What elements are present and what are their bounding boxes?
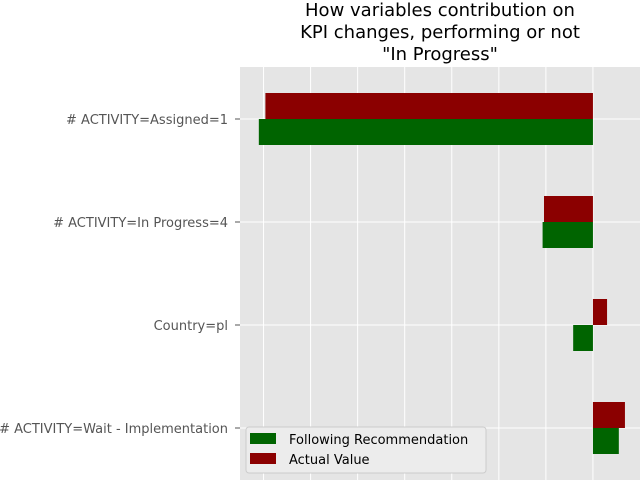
y-tick-labels: # ACTIVITY=Assigned=1 # ACTIVITY=In Progr… bbox=[0, 113, 240, 437]
bar-following-recommendation bbox=[592, 428, 619, 454]
chart-title-line: KPI changes, performing or not bbox=[300, 22, 580, 43]
bar-actual-value bbox=[592, 299, 608, 325]
bars bbox=[258, 93, 625, 454]
bar-actual-value bbox=[544, 196, 593, 222]
legend-box bbox=[245, 426, 487, 474]
y-tick-label: # ACTIVITY=Assigned=1 bbox=[66, 113, 228, 128]
chart-title-line: How variables contribution on bbox=[305, 0, 575, 21]
bar-following-recommendation bbox=[542, 222, 593, 248]
bar-following-recommendation bbox=[573, 325, 593, 351]
bar-actual-value bbox=[265, 93, 593, 119]
y-tick-label: # ACTIVITY=Wait - Implementation bbox=[0, 422, 228, 437]
legend-swatch bbox=[250, 433, 276, 444]
legend-entry: Following Recommendation bbox=[289, 433, 468, 448]
bar-following-recommendation bbox=[258, 119, 593, 145]
chart-title-line: "In Progress" bbox=[382, 44, 498, 65]
legend-swatch bbox=[250, 453, 276, 464]
y-tick-label: Country=pl bbox=[154, 319, 228, 334]
legend-entry: Actual Value bbox=[289, 453, 370, 468]
y-tick-label: # ACTIVITY=In Progress=4 bbox=[53, 216, 228, 231]
bar-actual-value bbox=[592, 402, 625, 428]
legend: Following Recommendation Actual Value bbox=[245, 426, 487, 474]
